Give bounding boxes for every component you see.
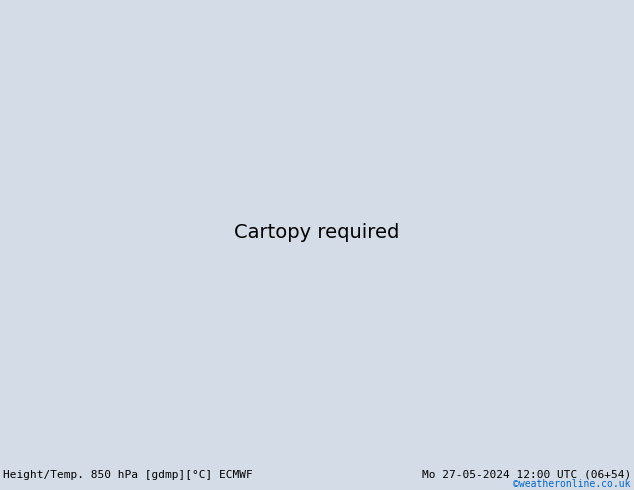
Text: Height/Temp. 850 hPa [gdmp][°C] ECMWF: Height/Temp. 850 hPa [gdmp][°C] ECMWF — [3, 470, 253, 480]
Text: ©weatheronline.co.uk: ©weatheronline.co.uk — [514, 479, 631, 489]
Text: Cartopy required: Cartopy required — [235, 223, 399, 242]
Text: Mo 27-05-2024 12:00 UTC (06+54): Mo 27-05-2024 12:00 UTC (06+54) — [422, 470, 631, 480]
